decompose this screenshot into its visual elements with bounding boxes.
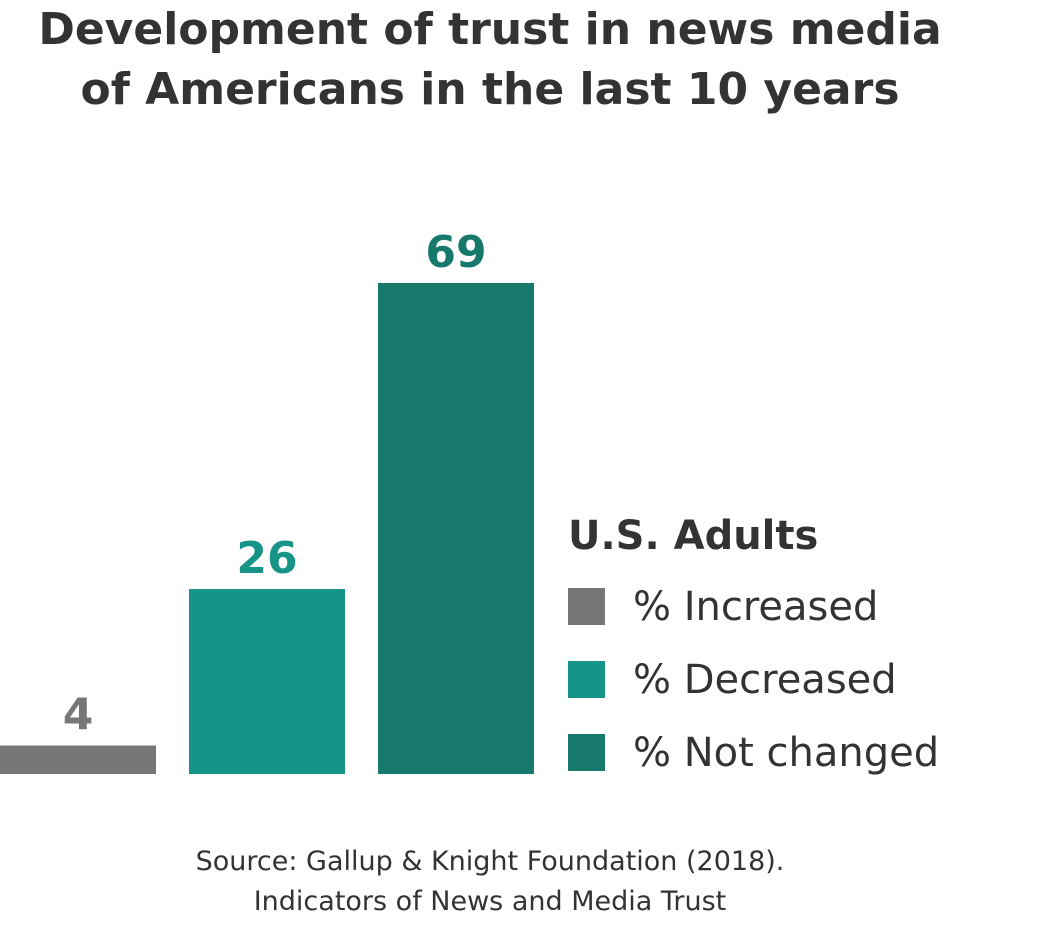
legend-item-increased: % Increased — [568, 570, 1028, 643]
legend-swatch-increased — [568, 588, 605, 625]
legend-label-increased: % Increased — [633, 583, 879, 630]
legend: U.S. Adults % Increased % Decreased % No… — [568, 508, 1028, 789]
legend-swatch-not-changed — [568, 734, 605, 771]
chart-title-line-2: of Americans in the last 10 years — [80, 64, 900, 115]
source-note-line-2: Indicators of News and Media Trust — [253, 886, 727, 917]
data-label-not-changed: 69 — [425, 227, 486, 278]
legend-label-not-changed: % Not changed — [633, 729, 940, 776]
bar-increased — [0, 745, 156, 774]
legend-item-decreased: % Decreased — [568, 643, 1028, 716]
data-label-decreased: 26 — [236, 533, 297, 584]
legend-label-decreased: % Decreased — [633, 656, 897, 703]
bar-not-changed — [378, 283, 534, 774]
legend-title: U.S. Adults — [568, 513, 819, 559]
legend-swatch-decreased — [568, 661, 605, 698]
bar-decreased — [189, 588, 345, 774]
legend-item-not-changed: % Not changed — [568, 716, 1028, 789]
data-label-increased: 4 — [63, 690, 94, 741]
source-note-line-1: Source: Gallup & Knight Foundation (2018… — [195, 846, 785, 877]
chart-title-line-1: Development of trust in news media — [38, 4, 942, 55]
